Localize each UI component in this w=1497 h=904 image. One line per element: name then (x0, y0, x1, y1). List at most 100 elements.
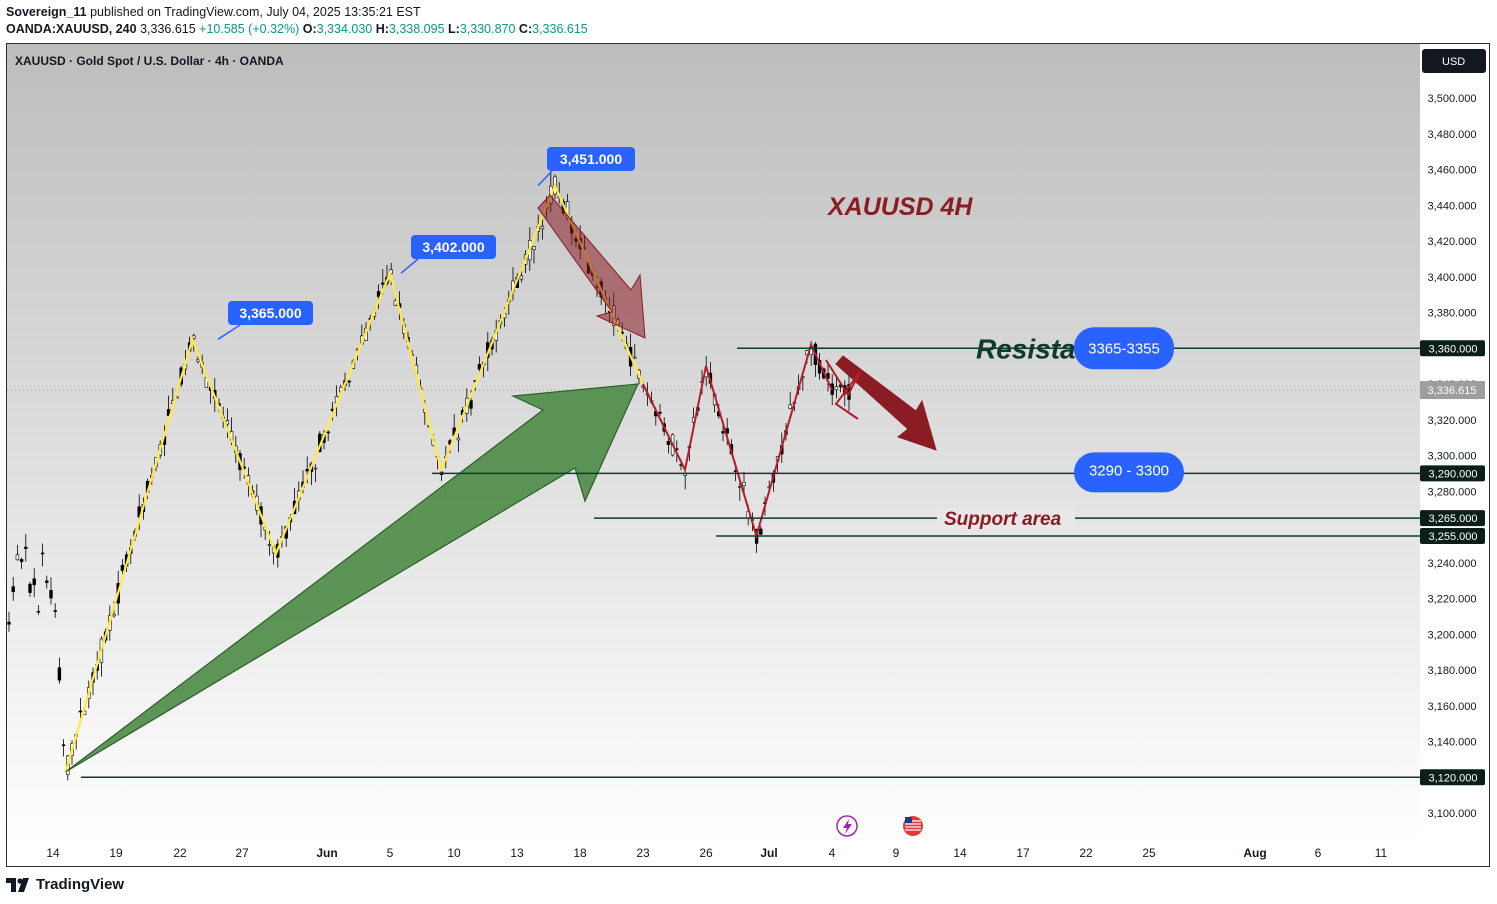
level-price-label: 3,255.000 (1420, 527, 1485, 544)
candle-body (826, 373, 830, 379)
candle-body (759, 528, 763, 535)
resistance-zone-pill (1074, 327, 1174, 370)
price-change: +10.585 (+0.32%) (199, 22, 300, 36)
x-tick-label: Jun (316, 846, 337, 860)
ohlc-line: OANDA:XAUUSD, 240 3,336.615 +10.585 (+0.… (6, 22, 588, 36)
level-price-text: 3,290.000 (1429, 468, 1478, 480)
candle-body (57, 667, 62, 681)
y-tick-label: 3,420.000 (1428, 236, 1477, 248)
high-label: H: (375, 22, 389, 36)
level-price-label: 3,360.000 (1420, 340, 1485, 357)
level-price-text: 3,360.000 (1429, 343, 1478, 355)
support-area-label: Support area (944, 509, 1062, 530)
candle-body (540, 225, 545, 230)
peak-callout: 3,365.000 (228, 301, 313, 325)
published-text: published on TradingView.com, July 04, 2… (90, 5, 421, 19)
candle-body (666, 440, 671, 445)
candle-body (313, 467, 318, 470)
peak-callout-box (228, 301, 313, 325)
zigzag-pattern-red (642, 341, 833, 540)
candle-body (347, 380, 351, 383)
tradingview-icon (6, 877, 29, 892)
y-tick-label: 3,180.000 (1428, 665, 1477, 677)
annotation-title: XAUUSD 4H (826, 193, 973, 221)
level-price-tag (1420, 510, 1485, 527)
peak-callout-text: 3,451.000 (560, 151, 622, 167)
candle-body (456, 437, 461, 441)
candle-body (742, 482, 746, 486)
peak-pointer (537, 170, 553, 187)
level-price-label: 3,290.000 (1420, 465, 1485, 482)
level-price-tag (1420, 527, 1485, 544)
y-tick-label: 3,460.000 (1428, 165, 1477, 177)
time-axis-panel (7, 844, 1489, 866)
x-tick-label: 9 (893, 846, 900, 860)
x-tick-label: 14 (46, 846, 60, 860)
y-tick-label: 3,320.000 (1428, 415, 1477, 427)
candle-body (225, 420, 230, 425)
x-tick-label: 23 (636, 846, 650, 860)
symbol-interval: OANDA:XAUUSD, 240 (6, 22, 137, 36)
candle-body (32, 578, 36, 586)
candle-body (834, 386, 839, 391)
x-tick-label: 25 (1142, 846, 1156, 860)
level-price-text: 3,120.000 (1429, 772, 1478, 784)
author-name[interactable]: Sovereign_11 (6, 5, 87, 19)
x-tick-label: 6 (1315, 846, 1322, 860)
level-price-tag (1420, 769, 1485, 786)
x-tick-label: 11 (1375, 846, 1388, 860)
x-tick-label: 19 (109, 846, 123, 860)
y-tick-label: 3,440.000 (1428, 200, 1477, 212)
candle-body (519, 275, 524, 280)
x-tick-label: 27 (235, 846, 249, 860)
candle-body (326, 431, 330, 434)
projection-path (825, 359, 861, 420)
candle-body (36, 610, 41, 613)
chart-title: XAUUSD · Gold Spot / U.S. Dollar · 4h · … (15, 54, 284, 68)
x-tick-label: 26 (699, 846, 713, 860)
candle-body (658, 411, 662, 414)
candle-body (305, 469, 309, 472)
y-tick-label: 3,100.000 (1428, 808, 1477, 820)
peak-callout: 3,451.000 (547, 147, 635, 171)
support-zone-pill (1074, 452, 1184, 493)
level-price-label: 3,265.000 (1420, 510, 1485, 527)
y-tick-label: 3,300.000 (1428, 451, 1477, 463)
candle-body (19, 559, 24, 562)
candle-body (788, 404, 792, 409)
peak-callout-text: 3,365.000 (239, 305, 301, 321)
candle-body (61, 744, 66, 746)
support-area-bg (937, 508, 1075, 529)
x-tick-label: Aug (1243, 846, 1266, 860)
brand-name: TradingView (36, 876, 125, 893)
x-tick-label: 22 (1079, 846, 1093, 860)
level-price-tag (1420, 340, 1485, 357)
zigzag-pattern-yellow (64, 182, 645, 773)
candle-body (721, 431, 725, 434)
high-value: 3,338.095 (388, 22, 445, 36)
chart-background (7, 44, 1420, 844)
x-tick-label: 4 (829, 846, 836, 860)
candle-body (49, 589, 53, 599)
tradingview-logo[interactable]: TradingView (6, 876, 124, 893)
candle-body (78, 710, 83, 713)
y-tick-label: 3,140.000 (1428, 737, 1477, 749)
y-tick-label: 3,160.000 (1428, 701, 1477, 713)
peak-callout-text: 3,402.000 (422, 239, 484, 255)
x-tick-label: 14 (953, 846, 967, 860)
x-tick-label: 22 (173, 846, 187, 860)
bullish-arrow (65, 383, 639, 773)
lightning-glyph-icon (843, 819, 852, 834)
open-label: O: (302, 22, 317, 36)
x-tick-label: 5 (387, 846, 394, 860)
candle-body (7, 621, 11, 625)
close-label: C: (518, 22, 533, 36)
candle-body (477, 364, 482, 370)
low-label: L: (448, 22, 460, 36)
peak-callout: 3,402.000 (411, 235, 496, 259)
y-tick-label: 3,480.000 (1428, 129, 1477, 141)
y-tick-label: 3,220.000 (1428, 594, 1477, 606)
publisher-line: Sovereign_11 published on TradingView.co… (6, 5, 421, 19)
x-tick-label: Jul (760, 846, 777, 860)
